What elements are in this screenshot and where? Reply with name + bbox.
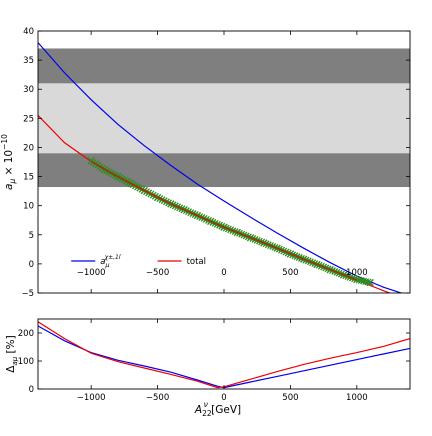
top-series-line-0 — [38, 42, 404, 293]
xlabel-sup: ν — [204, 400, 208, 409]
bottom-ylabel-rest: [%] — [5, 335, 17, 357]
top-ytick-label: 35 — [23, 56, 34, 66]
bottom-ylabel-main: Δ — [5, 365, 17, 373]
bottom-ytick-label: 200 — [18, 329, 34, 339]
bottom-ytick-label: 0 — [29, 385, 34, 395]
top-xtick-label: 0 — [221, 268, 226, 278]
band-1 — [38, 83, 410, 154]
bottom-plot-area — [38, 321, 410, 389]
top-ytick-label: 5 — [29, 231, 34, 241]
legend-chargino-main: a — [100, 257, 105, 267]
top-y-axis-title: aμ × 10−10 — [0, 134, 17, 190]
bottom-xtick-label: −1000 — [77, 393, 106, 403]
marker-point-fill — [364, 278, 372, 286]
legend-chargino-sub: μ — [104, 261, 109, 269]
band-0 — [38, 48, 410, 84]
xlabel-rest: [GeV] — [208, 404, 241, 416]
marker-point-fill — [362, 278, 370, 286]
bottom-series-line-0 — [38, 325, 410, 389]
bottom-ytick-label: 100 — [18, 357, 34, 367]
bottom-ylabel-sub: aμ — [11, 356, 19, 365]
top-ytick-label: −5 — [21, 289, 34, 299]
bottom-series-line-1 — [38, 321, 410, 389]
bottom-xtick-label: 1000 — [346, 393, 368, 403]
top-ytick-label: 30 — [23, 85, 34, 95]
legend-label-chargino: aμχ±,1l — [100, 254, 121, 269]
top-ylabel-rest: × 10 — [3, 150, 15, 179]
bottom-xtick-label: 500 — [282, 393, 298, 403]
top-xtick-label: −1000 — [77, 268, 106, 278]
xlabel-sub: 22 — [202, 409, 212, 418]
top-xtick-label: 500 — [282, 268, 298, 278]
top-ytick-label: 10 — [23, 202, 34, 212]
top-ylabel-sub: μ — [8, 179, 17, 185]
top-ytick-label: 0 — [29, 260, 34, 270]
legend-label-total: total — [187, 257, 206, 267]
bottom-xtick-label: −500 — [146, 393, 169, 403]
top-ytick-label: 25 — [23, 114, 34, 124]
top-ytick-label: 15 — [23, 173, 34, 183]
top-xtick-label: 1000 — [346, 268, 368, 278]
top-plot-area — [38, 42, 410, 293]
x-axis-title: A22ν [GeV] — [194, 400, 241, 418]
top-total-overlay-line — [90, 160, 358, 281]
xlabel-main: A — [194, 404, 202, 416]
top-ytick-label: 40 — [23, 27, 34, 37]
bottom-xtick-label: 0 — [221, 393, 226, 403]
top-xtick-label: −500 — [146, 268, 169, 278]
bottom-y-axis-title: Δaμ [%] — [5, 335, 19, 372]
top-ylabel-main: a — [3, 184, 15, 190]
top-ylabel-sup: −10 — [0, 134, 9, 150]
legend-chargino-sup: χ±,1l — [104, 254, 121, 261]
top-ytick-label: 20 — [23, 143, 34, 153]
